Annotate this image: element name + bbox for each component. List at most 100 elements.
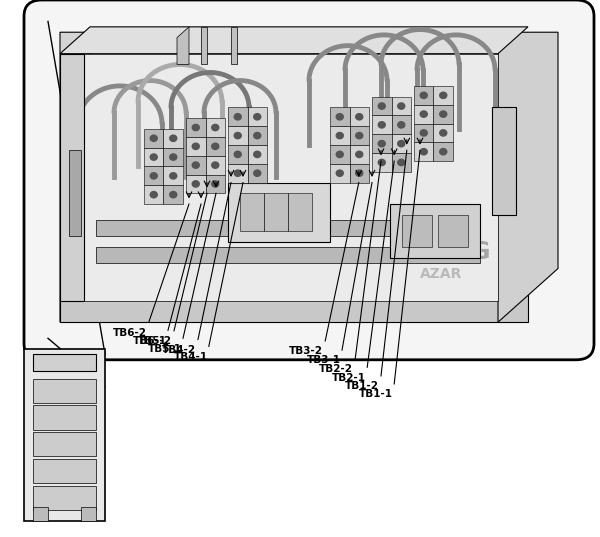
Circle shape xyxy=(254,133,261,139)
Polygon shape xyxy=(33,354,96,371)
Polygon shape xyxy=(24,349,105,521)
Text: NING: NING xyxy=(420,241,491,264)
Polygon shape xyxy=(349,107,369,126)
Circle shape xyxy=(170,192,177,198)
Polygon shape xyxy=(186,175,206,193)
Circle shape xyxy=(170,173,177,179)
Polygon shape xyxy=(33,379,96,403)
Polygon shape xyxy=(330,145,349,164)
Polygon shape xyxy=(248,126,267,145)
Polygon shape xyxy=(177,27,189,64)
Circle shape xyxy=(336,151,343,157)
Circle shape xyxy=(192,125,199,130)
Polygon shape xyxy=(288,193,312,231)
Text: TB5-2: TB5-2 xyxy=(138,336,172,346)
Text: TB3-1: TB3-1 xyxy=(307,355,341,366)
Polygon shape xyxy=(33,432,96,456)
Polygon shape xyxy=(60,27,528,54)
Polygon shape xyxy=(498,32,558,322)
Circle shape xyxy=(378,141,385,147)
Circle shape xyxy=(336,133,343,139)
Polygon shape xyxy=(206,118,225,137)
Circle shape xyxy=(170,154,177,160)
Polygon shape xyxy=(163,166,183,185)
Circle shape xyxy=(212,162,219,168)
Circle shape xyxy=(150,135,157,141)
Circle shape xyxy=(356,151,363,157)
FancyBboxPatch shape xyxy=(24,0,594,360)
Polygon shape xyxy=(330,107,349,126)
Text: TB2-1: TB2-1 xyxy=(331,373,365,383)
Circle shape xyxy=(212,181,219,187)
Circle shape xyxy=(378,159,385,165)
Circle shape xyxy=(192,181,199,187)
Circle shape xyxy=(420,111,427,117)
Polygon shape xyxy=(433,105,453,124)
Polygon shape xyxy=(231,27,237,64)
Polygon shape xyxy=(228,145,248,164)
Circle shape xyxy=(440,92,447,98)
Polygon shape xyxy=(144,185,163,204)
Polygon shape xyxy=(186,137,206,156)
Circle shape xyxy=(356,170,363,176)
Circle shape xyxy=(254,151,261,157)
Circle shape xyxy=(234,114,241,120)
Polygon shape xyxy=(372,97,392,115)
Circle shape xyxy=(398,122,405,128)
Circle shape xyxy=(440,130,447,136)
Polygon shape xyxy=(206,175,225,193)
Circle shape xyxy=(398,141,405,147)
Polygon shape xyxy=(392,153,411,172)
Polygon shape xyxy=(330,126,349,145)
Polygon shape xyxy=(402,215,432,247)
Polygon shape xyxy=(492,107,516,215)
Polygon shape xyxy=(392,115,411,134)
Polygon shape xyxy=(186,118,206,137)
Text: TB5-1: TB5-1 xyxy=(148,344,182,354)
Polygon shape xyxy=(349,126,369,145)
Circle shape xyxy=(150,173,157,179)
Polygon shape xyxy=(81,507,96,521)
Text: AZAR: AZAR xyxy=(420,267,463,281)
Circle shape xyxy=(234,151,241,157)
Polygon shape xyxy=(60,32,90,322)
Polygon shape xyxy=(144,129,163,148)
Polygon shape xyxy=(33,459,96,483)
Polygon shape xyxy=(330,164,349,183)
Polygon shape xyxy=(372,153,392,172)
Polygon shape xyxy=(390,204,480,258)
Polygon shape xyxy=(96,247,480,263)
Polygon shape xyxy=(33,405,96,430)
Text: TB4-2: TB4-2 xyxy=(162,345,196,355)
Circle shape xyxy=(234,170,241,176)
Polygon shape xyxy=(264,193,288,231)
Circle shape xyxy=(336,114,343,120)
Text: TB1-1: TB1-1 xyxy=(358,389,392,400)
Polygon shape xyxy=(433,86,453,105)
Circle shape xyxy=(150,192,157,198)
Circle shape xyxy=(398,103,405,109)
Polygon shape xyxy=(60,295,528,322)
Polygon shape xyxy=(392,97,411,115)
Circle shape xyxy=(378,122,385,128)
Polygon shape xyxy=(228,183,330,242)
Polygon shape xyxy=(433,142,453,161)
Polygon shape xyxy=(163,148,183,166)
Polygon shape xyxy=(438,215,468,247)
Circle shape xyxy=(378,103,385,109)
Polygon shape xyxy=(144,166,163,185)
Polygon shape xyxy=(206,137,225,156)
Circle shape xyxy=(192,162,199,168)
Polygon shape xyxy=(240,193,264,231)
Polygon shape xyxy=(392,134,411,153)
Polygon shape xyxy=(433,124,453,142)
Circle shape xyxy=(212,125,219,130)
Polygon shape xyxy=(144,148,163,166)
Circle shape xyxy=(398,159,405,165)
Polygon shape xyxy=(33,507,48,521)
Text: TB6-2: TB6-2 xyxy=(113,328,147,338)
Polygon shape xyxy=(248,145,267,164)
Polygon shape xyxy=(163,129,183,148)
Polygon shape xyxy=(84,54,498,301)
Polygon shape xyxy=(201,27,207,64)
